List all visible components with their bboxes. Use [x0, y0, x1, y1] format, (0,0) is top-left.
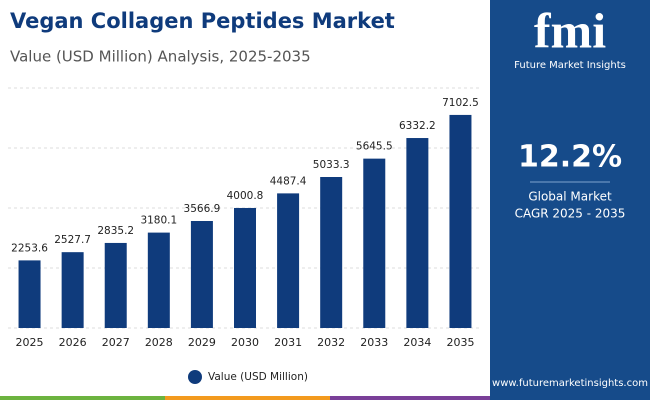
cagr-label: Global Market [528, 190, 612, 204]
x-tick-label: 2034 [403, 336, 431, 349]
data-label: 5033.3 [313, 159, 350, 171]
data-label: 2835.2 [97, 225, 134, 237]
bar [104, 242, 127, 328]
bar [190, 220, 213, 328]
legend-label: Value (USD Million) [208, 371, 308, 383]
x-tick-label: 2031 [274, 336, 302, 349]
footer-strip [490, 396, 650, 400]
data-label: 6332.2 [399, 120, 436, 132]
data-label: 4000.8 [227, 190, 264, 202]
x-tick-label: 2028 [145, 336, 173, 349]
x-tick-label: 2029 [188, 336, 216, 349]
data-label: 4487.4 [270, 175, 307, 187]
footer-strip [330, 396, 490, 400]
footer-strip [165, 396, 330, 400]
url: www.futuremarketinsights.com [492, 378, 648, 389]
bar [320, 177, 343, 328]
bar [61, 252, 84, 328]
x-tick-label: 2033 [360, 336, 388, 349]
data-label: 3180.1 [140, 215, 177, 227]
data-label: 5645.5 [356, 141, 393, 153]
x-tick-label: 2026 [59, 336, 87, 349]
cagr-value: 12.2% [518, 140, 622, 175]
brand: Future Market Insights [514, 60, 626, 71]
bar [277, 193, 300, 328]
x-tick-label: 2025 [16, 336, 44, 349]
data-label: 2527.7 [54, 234, 91, 246]
data-label: 7102.5 [442, 97, 479, 109]
legend-swatch [188, 370, 202, 384]
data-label: 3566.9 [184, 203, 221, 215]
logo: fmi [534, 2, 606, 58]
cagr-label: CAGR 2025 - 2035 [515, 207, 626, 221]
x-tick-label: 2030 [231, 336, 259, 349]
chart-subtitle: Value (USD Million) Analysis, 2025-2035 [10, 48, 311, 66]
bar [18, 260, 41, 328]
footer-strip [0, 396, 165, 400]
bar [363, 158, 386, 328]
bar [449, 114, 472, 328]
bar [234, 207, 256, 328]
x-tick-label: 2032 [317, 336, 345, 349]
x-tick-label: 2035 [446, 336, 474, 349]
x-tick-label: 2027 [102, 336, 130, 349]
bar [147, 232, 170, 328]
side-panel [490, 0, 650, 400]
data-label: 2253.6 [11, 242, 48, 254]
bar [406, 138, 429, 328]
chart-title: Vegan Collagen Peptides Market [10, 9, 395, 33]
